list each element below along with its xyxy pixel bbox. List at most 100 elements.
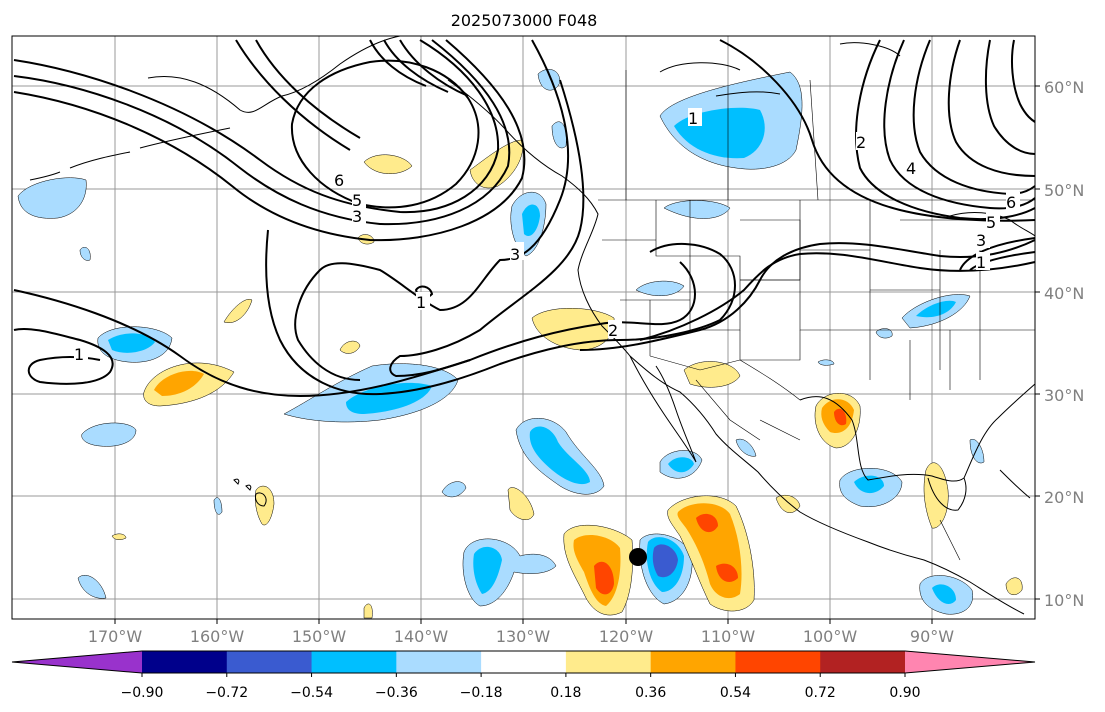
contour-label: 1 <box>416 293 426 312</box>
shade-negative <box>17 177 87 219</box>
colorbar-segment <box>481 651 567 673</box>
contour-line <box>255 39 361 139</box>
coastline-cuba <box>999 469 1031 499</box>
anomaly-shading <box>17 69 1023 619</box>
map-area: 6 5 3 3 1 1 1 2 2 4 6 5 3 1 <box>11 35 1036 620</box>
contour-line <box>959 237 1036 271</box>
coastline-hawaii <box>245 484 252 491</box>
shade-positive <box>154 370 204 396</box>
colorbar-tick-label: −0.36 <box>375 685 418 701</box>
shade-negative <box>817 359 835 366</box>
shade-negative <box>551 121 567 149</box>
contour-label: 2 <box>608 321 618 340</box>
coastline-canada-north-3 <box>839 42 901 57</box>
map-title: 2025073000 F048 <box>451 11 598 30</box>
contour-line <box>947 39 1036 177</box>
state-borders <box>598 70 1035 561</box>
colorbar-extend-min <box>12 651 142 673</box>
coastline-aleutian <box>29 171 61 181</box>
lat-label: 60°N <box>1044 78 1084 97</box>
shade-negative <box>522 204 540 236</box>
contour-label: 5 <box>352 191 362 210</box>
shade-negative <box>529 426 590 485</box>
shade-positive <box>363 603 373 619</box>
colorbar-tick-label: 0.90 <box>889 685 920 701</box>
contour-line <box>265 229 736 396</box>
contour-line <box>290 59 480 209</box>
contour-line <box>1011 39 1036 123</box>
border-mexico-state <box>695 379 761 441</box>
shade-positive <box>834 408 847 426</box>
lon-label: 120°W <box>599 627 654 646</box>
contour-lines <box>13 39 1036 398</box>
shade-negative <box>663 200 731 219</box>
shade-negative <box>213 497 223 515</box>
shade-positive <box>696 513 718 533</box>
contour-label: 2 <box>856 133 866 152</box>
shade-negative <box>735 438 757 457</box>
storm-marker <box>629 548 647 566</box>
colorbar-tick-label: 0.18 <box>550 685 581 701</box>
contour-label: 4 <box>906 159 916 178</box>
lon-label: 110°W <box>701 627 756 646</box>
border-state <box>655 200 691 257</box>
coastline-baja <box>629 355 697 463</box>
shade-negative <box>635 280 685 297</box>
coastline-aleutian <box>139 127 231 149</box>
colorbar-segment <box>226 651 313 673</box>
lat-label: 30°N <box>1044 386 1084 405</box>
shade-positive <box>111 533 127 540</box>
colorbar-segment <box>565 651 652 673</box>
colorbar-tick-label: −0.54 <box>290 685 333 701</box>
shade-positive <box>507 487 535 521</box>
lon-label: 150°W <box>292 627 347 646</box>
shade-positive <box>716 563 738 582</box>
colorbar-segment <box>142 651 228 673</box>
colorbar-segment <box>820 651 906 673</box>
shade-negative <box>875 328 893 339</box>
contour-line <box>389 79 696 378</box>
contour-label: 1 <box>688 109 698 128</box>
gridlines <box>12 36 1035 619</box>
contour-label: 1 <box>976 253 986 272</box>
colorbar-extend-max <box>905 651 1035 673</box>
shade-negative <box>81 422 137 447</box>
colorbar-segment <box>735 651 821 673</box>
contour-line <box>639 252 1036 341</box>
contour-line <box>13 39 511 226</box>
lon-label: 140°W <box>394 627 449 646</box>
lat-label: 50°N <box>1044 181 1084 200</box>
coastline-canada-north-2 <box>715 91 781 97</box>
colorbar-segment <box>311 651 397 673</box>
shade-positive <box>363 154 413 174</box>
coastline-alaska-south <box>147 35 401 113</box>
shade-positive <box>1005 577 1023 596</box>
contour-line <box>719 39 1036 222</box>
colorbar-tick-label: 0.72 <box>805 685 836 701</box>
coastline-aleutian <box>69 151 131 169</box>
lat-label: 10°N <box>1044 591 1084 610</box>
shade-positive <box>339 340 361 354</box>
shade-negative <box>932 584 956 604</box>
contour-line <box>399 39 469 97</box>
contour-line <box>369 39 427 87</box>
shade-negative <box>854 475 884 494</box>
contour-label: 6 <box>334 171 344 190</box>
contour-label: 5 <box>986 213 996 232</box>
colorbar: −0.90 −0.72 −0.54 −0.36 −0.18 0.18 0.36 0.54 0.7… <box>11 650 1036 701</box>
lon-label: 90°W <box>910 627 954 646</box>
contour-label: 3 <box>976 231 986 250</box>
border-central-america <box>939 519 961 561</box>
border-us-mexico <box>649 355 741 371</box>
colorbar-tick-label: 0.36 <box>635 685 666 701</box>
border-us-mexico <box>739 359 801 401</box>
contour-line <box>13 39 526 242</box>
shade-negative <box>108 333 155 353</box>
lon-label: 100°W <box>803 627 858 646</box>
shade-negative <box>473 546 502 594</box>
shade-positive <box>223 298 253 324</box>
colorbar-tick-label: 0.54 <box>720 685 751 701</box>
border-canada-province <box>809 79 819 201</box>
contour-label: 3 <box>352 207 362 226</box>
lon-label: 160°W <box>190 627 245 646</box>
